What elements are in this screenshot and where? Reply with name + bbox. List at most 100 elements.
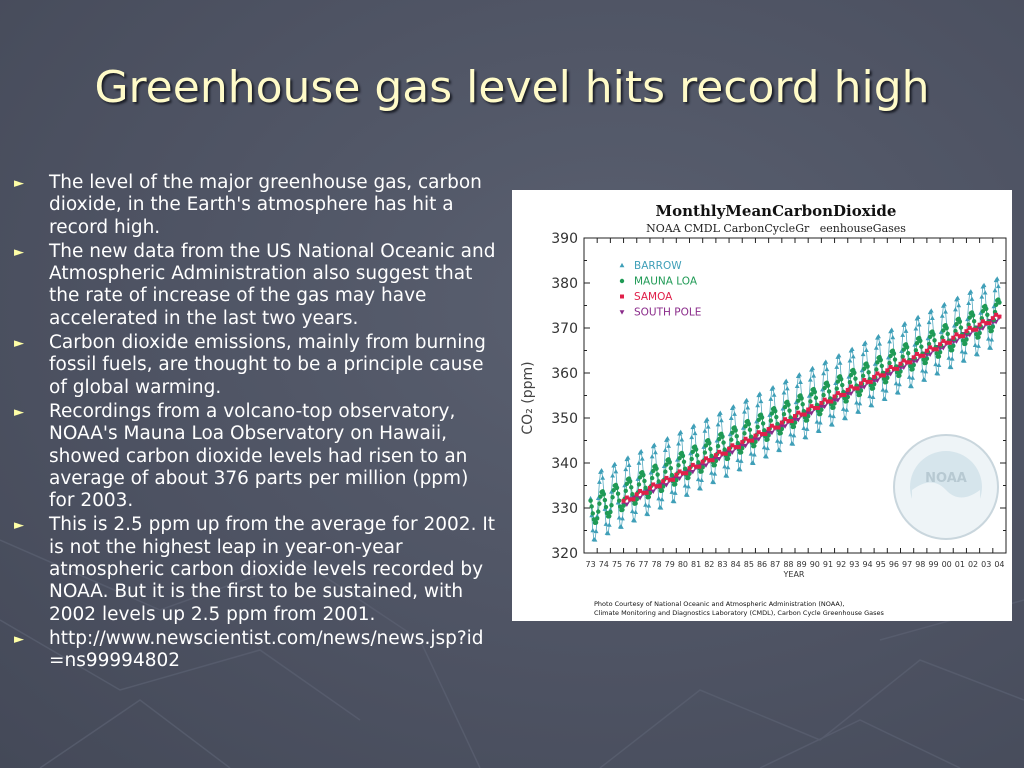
data-point <box>618 504 623 509</box>
data-point <box>901 347 906 352</box>
data-point <box>988 345 994 350</box>
data-point <box>905 350 911 356</box>
data-point <box>714 438 720 443</box>
data-point <box>676 463 681 468</box>
data-point <box>964 337 969 342</box>
data-point <box>805 411 811 416</box>
data-point <box>738 450 744 455</box>
x-tick-label: 80 <box>678 560 688 569</box>
legend-marker <box>619 278 625 284</box>
data-point <box>660 484 666 489</box>
data-point <box>781 411 787 417</box>
data-point <box>855 386 860 391</box>
data-point <box>826 389 832 394</box>
data-point <box>871 382 877 387</box>
data-point <box>987 321 992 326</box>
data-point <box>688 450 693 456</box>
data-point <box>621 498 626 503</box>
data-point <box>924 356 930 361</box>
data-point <box>898 369 903 374</box>
data-point <box>765 445 770 451</box>
data-point <box>949 356 955 361</box>
data-point <box>727 431 733 437</box>
co2-chart-figure: NOAA 320 330 340 350 360 370 380 390 73 74 75 76 77 7… <box>512 190 1012 621</box>
axes: 320 330 340 350 360 370 380 390 73 74 75 76 77 78 79 80… <box>551 231 1006 569</box>
data-point <box>899 348 904 354</box>
data-point <box>740 446 745 451</box>
data-point <box>835 398 841 403</box>
legend-entry: BARROW <box>619 260 682 272</box>
data-point <box>900 354 905 359</box>
data-point <box>849 384 854 389</box>
data-point <box>638 448 644 454</box>
data-point <box>908 363 913 369</box>
data-point <box>906 374 912 379</box>
data-point <box>963 341 968 346</box>
data-point <box>825 399 830 404</box>
data-point <box>620 507 625 512</box>
x-tick-label: 04 <box>994 560 1004 569</box>
data-point <box>910 366 915 372</box>
x-tick-label: 95 <box>876 560 886 569</box>
data-point <box>686 475 691 481</box>
data-point <box>971 327 976 332</box>
data-point <box>831 405 836 410</box>
data-point <box>994 276 1000 281</box>
data-point <box>792 418 798 423</box>
data-point <box>623 488 628 494</box>
data-point <box>612 461 618 467</box>
data-point <box>636 460 642 465</box>
data-point <box>947 344 953 350</box>
data-point <box>903 328 909 333</box>
data-point <box>656 479 661 484</box>
data-point <box>931 347 936 352</box>
data-point <box>725 464 731 470</box>
data-point <box>967 325 972 330</box>
data-point <box>594 516 600 521</box>
data-point <box>941 338 946 343</box>
data-point <box>682 466 688 471</box>
data-point <box>926 341 932 347</box>
legend-entry: MAUNA LOA <box>619 276 698 288</box>
data-point <box>912 342 918 347</box>
data-point <box>611 487 616 493</box>
legend-label: BARROW <box>634 260 682 272</box>
y-tick-label: 320 <box>551 546 578 562</box>
data-point <box>763 432 768 437</box>
data-point <box>627 479 633 484</box>
data-point <box>796 398 801 403</box>
data-point <box>798 379 803 384</box>
bullet-list: ► The level of the major greenhouse gas, … <box>14 172 496 675</box>
data-point <box>989 328 994 334</box>
data-point <box>747 427 753 433</box>
data-point <box>622 482 628 488</box>
data-point <box>659 496 665 502</box>
data-point <box>923 369 929 374</box>
data-point <box>878 373 883 378</box>
data-point <box>884 372 890 377</box>
data-point <box>987 325 992 330</box>
data-point <box>689 456 694 462</box>
data-point <box>743 436 748 441</box>
data-point <box>742 409 747 414</box>
x-tick-label: 03 <box>981 560 991 569</box>
data-point <box>592 537 598 542</box>
data-point <box>717 449 722 454</box>
data-point <box>994 312 999 317</box>
data-point <box>840 406 846 411</box>
data-point <box>773 409 778 414</box>
data-point <box>984 306 989 312</box>
y-tick-label: 340 <box>551 456 578 472</box>
bullet-arrow-icon: ► <box>14 518 24 534</box>
data-point <box>636 482 642 487</box>
data-point <box>888 353 893 359</box>
data-point <box>943 309 948 314</box>
data-point <box>712 462 717 468</box>
data-point <box>786 418 791 423</box>
data-point <box>793 399 799 405</box>
data-point <box>643 502 648 507</box>
data-point <box>833 380 839 385</box>
data-point <box>709 470 714 475</box>
x-tick-label: 97 <box>902 560 912 569</box>
data-point <box>954 332 959 337</box>
